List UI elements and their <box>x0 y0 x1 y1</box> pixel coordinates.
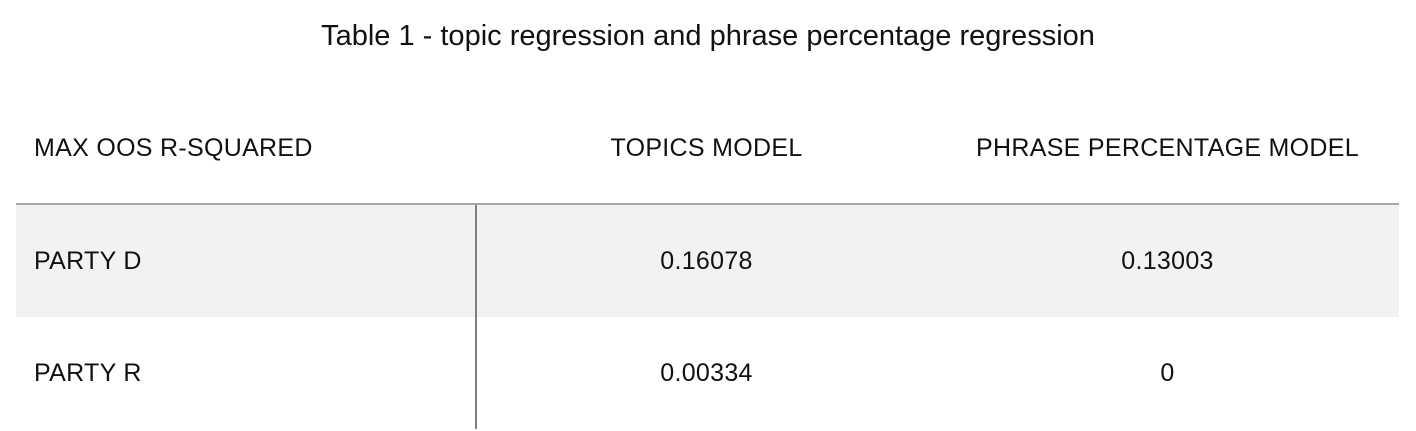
results-table: MAX OOS R-SQUARED TOPICS MODEL PHRASE PE… <box>16 92 1399 429</box>
table-row: PARTY D 0.16078 0.13003 <box>16 205 1399 317</box>
phrase-percentage-model-value: 0.13003 <box>1121 247 1214 275</box>
topics-model-value: 0.00334 <box>660 359 753 387</box>
topics-model-value: 0.16078 <box>660 247 753 275</box>
table-body: PARTY D 0.16078 0.13003 PARTY R 0.00334 … <box>16 205 1399 429</box>
row-label: PARTY D <box>16 205 477 317</box>
table-caption: Table 1 - topic regression and phrase pe… <box>321 20 1095 52</box>
table-header-row: MAX OOS R-SQUARED TOPICS MODEL PHRASE PE… <box>16 92 1399 205</box>
row-label: PARTY R <box>16 317 477 429</box>
header-phrase-percentage-model: PHRASE PERCENTAGE MODEL <box>976 133 1359 162</box>
table-row: PARTY R 0.00334 0 <box>16 317 1399 429</box>
phrase-percentage-model-value: 0 <box>1160 359 1175 387</box>
header-topics-model: TOPICS MODEL <box>610 133 803 162</box>
header-metric: MAX OOS R-SQUARED <box>34 133 313 162</box>
